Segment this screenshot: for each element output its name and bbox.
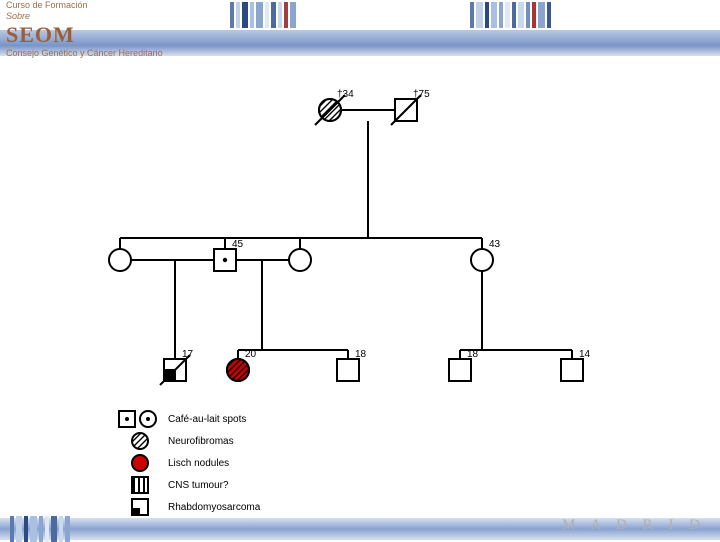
svg-text:14: 14	[579, 349, 591, 360]
legend-cals: Café-au-lait spots	[118, 408, 260, 430]
logo-box: Curso de Formación Sobre SEOM Consejo Ge…	[6, 0, 216, 58]
legend-label: Lisch nodules	[168, 458, 229, 469]
legend-label: Café-au-lait spots	[168, 414, 246, 425]
svg-text:†34: †34	[337, 89, 354, 100]
legend-lisch: Lisch nodules	[118, 452, 260, 474]
svg-text:18: 18	[355, 349, 367, 360]
footer-banner: M A D R I D	[0, 510, 720, 540]
header-banner: Curso de Formación Sobre SEOM Consejo Ge…	[0, 0, 720, 58]
svg-text:20: 20	[245, 349, 257, 360]
barcode-decor-3	[10, 516, 70, 538]
svg-text:45: 45	[232, 239, 244, 250]
legend-label: Neurofibromas	[168, 436, 234, 447]
header-line1: Curso de Formación	[6, 0, 216, 11]
header-line3: Consejo Genético y Cáncer Hereditario	[6, 48, 216, 59]
legend-cns: CNS tumour?	[118, 474, 260, 496]
barcode-decor-1	[230, 2, 296, 28]
barcode-decor-2	[470, 2, 551, 28]
legend: Café-au-lait spots Neurofibromas Lisch n…	[118, 408, 260, 518]
svg-text:17: 17	[182, 349, 194, 360]
legend-nf: Neurofibromas	[118, 430, 260, 452]
header-line2: Sobre	[6, 11, 216, 22]
pedigree-chart: †34 †75 45 43 17 20 18 18 14	[0, 60, 720, 420]
svg-text:†75: †75	[413, 89, 430, 100]
legend-label: CNS tumour?	[168, 480, 229, 491]
svg-text:43: 43	[489, 239, 501, 250]
svg-text:18: 18	[467, 349, 479, 360]
brand-logo: SEOM	[6, 22, 216, 48]
footer-city: M A D R I D	[562, 517, 706, 534]
